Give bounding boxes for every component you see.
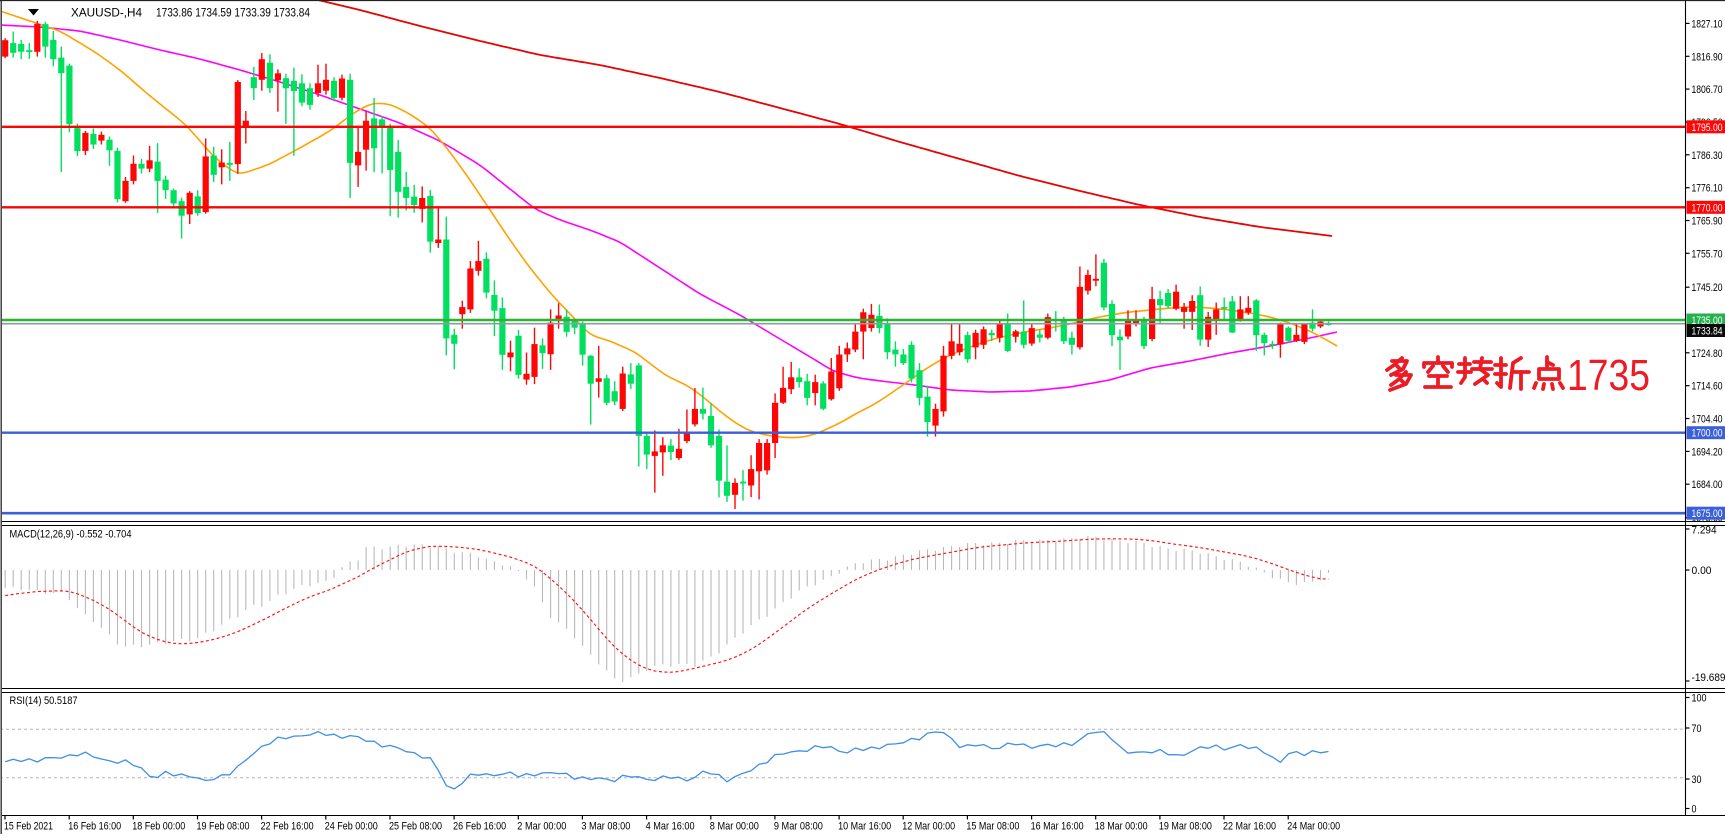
svg-text:100: 100 [1692, 693, 1707, 705]
svg-text:1724.80: 1724.80 [1692, 348, 1723, 360]
svg-text:15 Feb 2021: 15 Feb 2021 [4, 821, 53, 833]
svg-text:26 Feb 16:00: 26 Feb 16:00 [453, 821, 506, 833]
svg-text:16 Mar 16:00: 16 Mar 16:00 [1031, 821, 1084, 833]
svg-text:22 Feb 16:00: 22 Feb 16:00 [261, 821, 314, 833]
svg-text:1806.70: 1806.70 [1692, 84, 1723, 96]
svg-text:1675.00: 1675.00 [1692, 508, 1723, 520]
svg-text:24 Mar 00:00: 24 Mar 00:00 [1287, 821, 1340, 833]
svg-text:22 Mar 16:00: 22 Mar 16:00 [1223, 821, 1276, 833]
svg-text:25 Feb 08:00: 25 Feb 08:00 [389, 821, 442, 833]
svg-text:18 Feb 00:00: 18 Feb 00:00 [132, 821, 185, 833]
svg-text:70: 70 [1692, 723, 1702, 735]
svg-text:10 Mar 16:00: 10 Mar 16:00 [838, 821, 891, 833]
svg-text:18 Mar 00:00: 18 Mar 00:00 [1095, 821, 1148, 833]
svg-text:1684.00: 1684.00 [1692, 479, 1723, 491]
svg-text:1770.00: 1770.00 [1692, 202, 1723, 214]
svg-text:1755.70: 1755.70 [1692, 248, 1723, 260]
svg-text:0.00: 0.00 [1692, 565, 1712, 577]
svg-text:8 Mar 00:00: 8 Mar 00:00 [710, 821, 759, 833]
svg-text:4 Mar 16:00: 4 Mar 16:00 [646, 821, 695, 833]
svg-text:1786.30: 1786.30 [1692, 150, 1723, 162]
svg-text:MACD(12,26,9) -0.552 -0.704: MACD(12,26,9) -0.552 -0.704 [10, 529, 132, 541]
svg-text:1733.84: 1733.84 [1692, 326, 1723, 338]
svg-text:1795.00: 1795.00 [1692, 122, 1723, 134]
svg-text:1765.90: 1765.90 [1692, 216, 1723, 228]
svg-text:15 Mar 08:00: 15 Mar 08:00 [966, 821, 1019, 833]
svg-text:XAUUSD-,H4: XAUUSD-,H4 [71, 8, 143, 20]
svg-text:24 Feb 00:00: 24 Feb 00:00 [325, 821, 378, 833]
svg-text:19 Mar 08:00: 19 Mar 08:00 [1159, 821, 1212, 833]
svg-text:1700.00: 1700.00 [1692, 428, 1723, 440]
svg-text:16 Feb 16:00: 16 Feb 16:00 [68, 821, 121, 833]
svg-text:30: 30 [1692, 774, 1702, 786]
svg-text:7.294: 7.294 [1692, 525, 1717, 537]
svg-text:9 Mar 08:00: 9 Mar 08:00 [774, 821, 823, 833]
svg-text:1776.10: 1776.10 [1692, 183, 1723, 195]
svg-text:1816.90: 1816.90 [1692, 51, 1723, 63]
svg-text:2 Mar 00:00: 2 Mar 00:00 [517, 821, 566, 833]
svg-text:-19.689: -19.689 [1692, 672, 1725, 684]
svg-text:1827.10: 1827.10 [1692, 18, 1723, 30]
svg-text:1694.20: 1694.20 [1692, 446, 1723, 458]
svg-text:1745.20: 1745.20 [1692, 282, 1723, 294]
svg-text:12 Mar 00:00: 12 Mar 00:00 [902, 821, 955, 833]
svg-text:1733.86 1734.59 1733.39 1733.8: 1733.86 1734.59 1733.39 1733.84 [156, 8, 311, 20]
svg-text:1714.60: 1714.60 [1692, 381, 1723, 393]
svg-text:19 Feb 08:00: 19 Feb 08:00 [197, 821, 250, 833]
svg-text:1704.40: 1704.40 [1692, 414, 1723, 426]
svg-text:1735: 1735 [1567, 351, 1650, 400]
svg-text:0: 0 [1692, 804, 1697, 816]
svg-text:RSI(14) 50.5187: RSI(14) 50.5187 [10, 695, 78, 707]
svg-text:3 Mar 08:00: 3 Mar 08:00 [581, 821, 630, 833]
